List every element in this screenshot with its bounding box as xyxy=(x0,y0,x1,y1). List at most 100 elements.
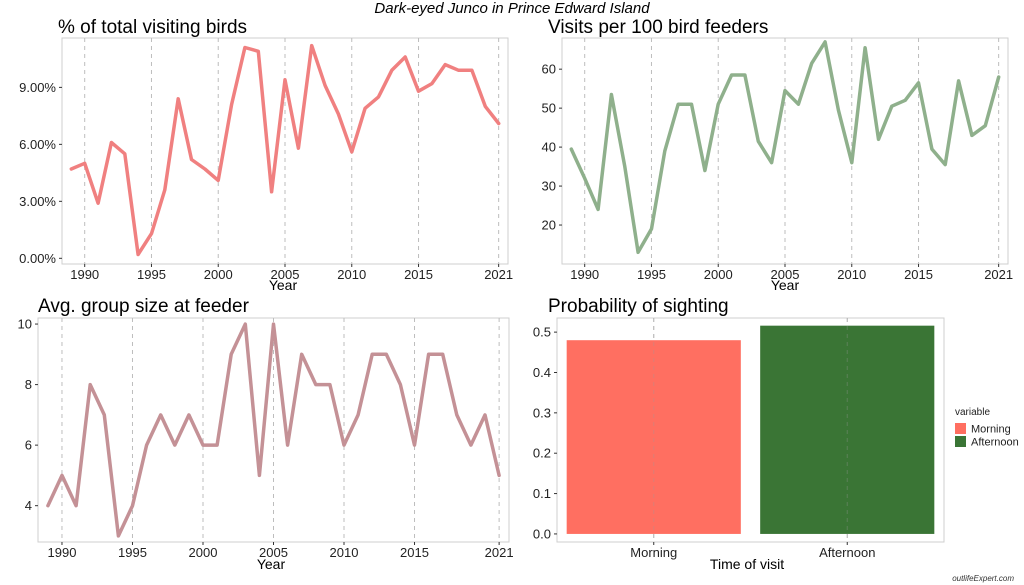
data-point xyxy=(343,444,345,446)
data-point xyxy=(273,323,274,325)
data-point xyxy=(677,103,679,105)
y-tick-label: 6.00% xyxy=(19,137,56,152)
data-point xyxy=(385,353,387,355)
data-point xyxy=(444,64,446,66)
data-point xyxy=(160,414,162,416)
data-point xyxy=(188,414,190,416)
data-point xyxy=(958,80,960,82)
data-point xyxy=(891,105,893,107)
data-point xyxy=(337,113,339,115)
data-point xyxy=(904,99,906,101)
x-tick-label: 1995 xyxy=(118,545,147,560)
x-axis-label: Year xyxy=(269,277,298,293)
x-tick-label: Afternoon xyxy=(819,545,875,560)
data-point xyxy=(584,177,586,179)
data-point xyxy=(284,79,286,81)
x-axis-label: Time of visit xyxy=(710,556,784,572)
data-point xyxy=(124,153,126,155)
data-point xyxy=(137,254,139,256)
data-point xyxy=(244,46,246,48)
data-point xyxy=(650,228,652,230)
data-point xyxy=(315,384,317,386)
data-point xyxy=(177,98,179,100)
data-point xyxy=(418,90,420,92)
data-point xyxy=(146,444,148,446)
data-point xyxy=(784,90,786,92)
data-point xyxy=(357,414,359,416)
y-tick-label: 6 xyxy=(25,438,32,453)
data-point xyxy=(944,164,946,166)
data-point xyxy=(271,191,273,193)
y-tick-label: 0.5 xyxy=(533,325,551,340)
data-point xyxy=(458,69,460,71)
data-point xyxy=(297,147,299,149)
bar-afternoon xyxy=(760,325,935,534)
x-tick-label: 2000 xyxy=(189,545,218,560)
x-tick-label: 1995 xyxy=(137,267,166,282)
y-tick-label: 3.00% xyxy=(19,194,56,209)
y-tick-label: 0.0 xyxy=(533,526,551,541)
data-point xyxy=(931,148,933,150)
y-tick-label: 10 xyxy=(18,317,32,332)
data-point xyxy=(998,76,1000,78)
data-point xyxy=(202,444,204,446)
data-point xyxy=(498,122,500,124)
panel-visits: Visits per 100 bird feeders Year 20 30 40 50 6… xyxy=(542,17,1014,293)
y-tick-label: 20 xyxy=(542,218,556,233)
panel-pct: % of total visiting birds Year 0.00% 3.00% 6… xyxy=(19,17,513,293)
data-point xyxy=(811,62,813,64)
data-point xyxy=(351,151,353,153)
suptitle: Dark-eyed Junco in Prince Edward Island xyxy=(374,0,650,17)
y-tick-label: 9.00% xyxy=(19,80,56,95)
data-point xyxy=(664,150,666,152)
data-point xyxy=(851,162,853,164)
data-point xyxy=(329,384,331,386)
x-tick-label: 1990 xyxy=(570,267,599,282)
panel-title: Avg. group size at feeder xyxy=(38,296,250,317)
y-tick-label: 0.2 xyxy=(533,446,551,461)
data-point xyxy=(704,169,706,171)
data-point xyxy=(877,138,879,140)
data-point xyxy=(456,414,458,416)
data-point xyxy=(364,107,366,109)
data-point xyxy=(258,474,260,476)
data-point xyxy=(471,69,473,71)
data-point xyxy=(484,105,486,107)
data-point xyxy=(399,384,401,386)
data-point xyxy=(377,96,379,98)
x-axis-label: Year xyxy=(257,556,286,572)
data-point xyxy=(717,103,719,105)
x-tick-label: 2005 xyxy=(271,267,300,282)
data-point xyxy=(231,103,233,105)
x-tick-label: 2015 xyxy=(400,545,429,560)
legend-swatch-morning xyxy=(955,423,966,434)
data-point xyxy=(971,134,973,136)
data-point xyxy=(624,166,626,168)
x-tick-label: 2021 xyxy=(484,267,513,282)
legend-label: Morning xyxy=(971,424,1011,436)
data-point xyxy=(70,168,72,170)
data-point xyxy=(404,56,406,58)
data-point xyxy=(414,444,416,446)
x-tick-label: 2021 xyxy=(984,267,1013,282)
data-point xyxy=(61,474,63,476)
data-point xyxy=(301,353,303,355)
data-point xyxy=(771,162,773,164)
data-point xyxy=(89,384,91,386)
data-point xyxy=(216,444,218,446)
y-tick-label: 50 xyxy=(542,101,556,116)
x-tick-label: 2010 xyxy=(337,267,366,282)
panel-title: Visits per 100 bird feeders xyxy=(548,17,768,38)
data-point xyxy=(110,141,112,143)
x-tick-label: 2021 xyxy=(485,545,514,560)
data-point xyxy=(371,353,373,355)
data-point xyxy=(150,233,152,235)
x-tick-label: 1995 xyxy=(637,267,666,282)
data-point xyxy=(84,162,86,164)
y-tick-label: 4 xyxy=(25,498,32,513)
plot-frame xyxy=(556,317,945,543)
data-point xyxy=(311,45,313,47)
data-point xyxy=(75,505,77,507)
